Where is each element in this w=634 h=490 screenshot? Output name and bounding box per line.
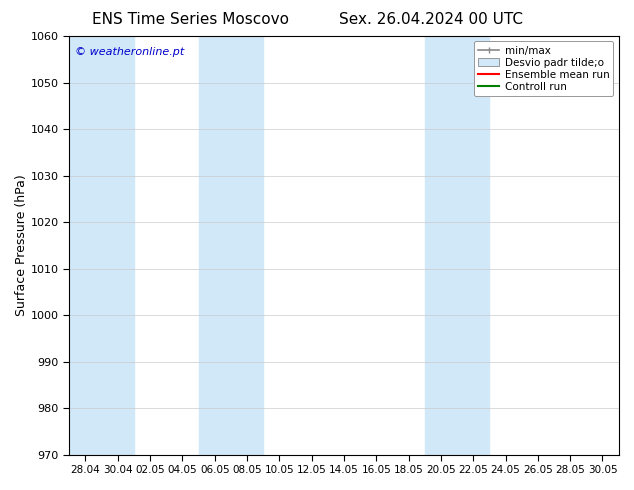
Bar [425,36,489,455]
Y-axis label: Surface Pressure (hPa): Surface Pressure (hPa) [15,174,28,316]
Legend: min/max, Desvio padr tilde;o, Ensemble mean run, Controll run: min/max, Desvio padr tilde;o, Ensemble m… [474,41,614,96]
Text: ENS Time Series Moscovo: ENS Time Series Moscovo [92,12,288,27]
Text: Sex. 26.04.2024 00 UTC: Sex. 26.04.2024 00 UTC [339,12,523,27]
Text: © weatheronline.pt: © weatheronline.pt [75,47,184,57]
Bar [69,36,134,455]
Bar [198,36,263,455]
